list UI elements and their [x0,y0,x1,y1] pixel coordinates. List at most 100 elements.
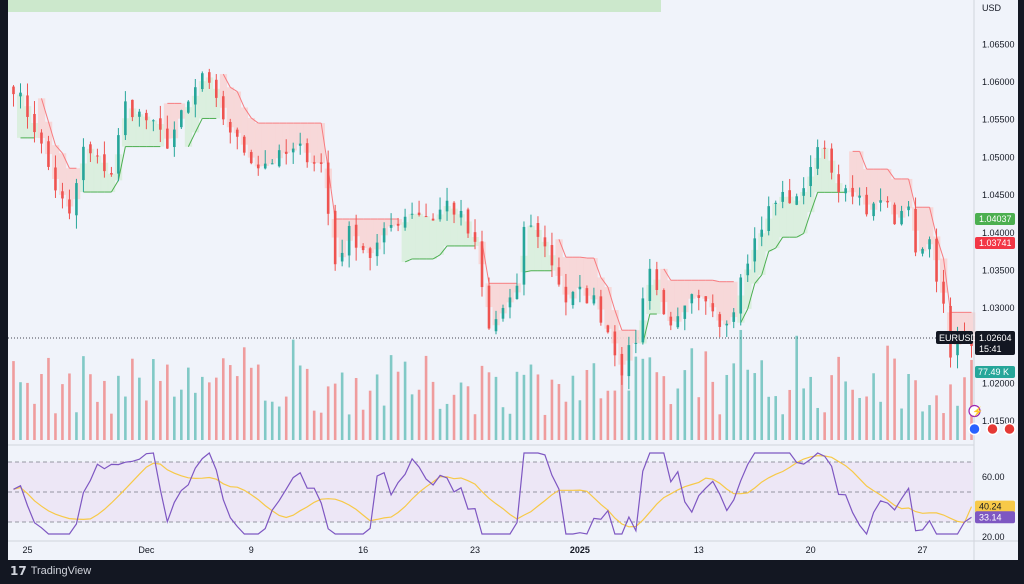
supertrend-fill [275,123,284,159]
economic-event-flag-icon [1003,422,1016,436]
supertrend-fill [877,169,885,202]
supertrend-fill [709,280,717,308]
supertrend-fill [366,218,374,254]
supertrend-line [40,98,49,122]
volume-bar [166,364,169,440]
candle-body [648,268,652,302]
candle-body [592,295,596,304]
chart-pane[interactable]: USD 1.06500 1.06000 1.05500 1.05000 1.04500 1.… [8,0,1018,560]
supertrend-line [439,245,448,256]
supertrend-line [754,274,763,284]
supertrend-fill [233,91,242,134]
supertrend-value-text: 1.04037 [979,214,1012,224]
supertrend-fill [261,123,270,167]
candle-body [697,295,701,298]
volume-bar [746,369,750,440]
supertrend-line [768,247,776,252]
volume-bar [221,358,225,440]
supertrend-fill [422,216,430,259]
volume-bar [242,347,246,440]
candle-body [823,147,826,149]
supertrend-fill [870,169,878,210]
volume-bar [431,381,435,440]
candle-body [68,199,71,214]
supertrend-line [810,192,819,213]
candle-body [851,187,854,197]
candle-body [893,204,896,225]
supertrend-line [740,308,749,323]
candle-body [228,121,232,133]
volume-bar [194,392,197,440]
brand-logo[interactable]: 17 TradingView [10,564,91,578]
candle-body [361,245,365,251]
candle-body [655,269,659,290]
supertrend-fill [289,123,298,151]
volume-bar [683,370,687,440]
candle-body [103,154,106,172]
candle-body [298,143,302,146]
volume-bar [886,345,889,440]
supertrend-value-tag [975,237,1015,249]
volume-bar [655,372,659,440]
supertrend-fill [905,178,913,209]
volume-bar [543,414,547,440]
supertrend-line [775,236,784,249]
supertrend-fill [702,280,710,299]
volume-bar [879,401,882,440]
supertrend-line [47,121,56,146]
volume-bar [662,376,666,440]
candle-body [270,163,274,165]
candle-body [676,316,680,328]
volume-bar [648,357,652,440]
candle-body [417,212,421,215]
supertrend-line [908,178,917,208]
price-chart-svg[interactable]: USD 1.06500 1.06000 1.05500 1.05000 1.04500 1.… [8,0,1018,560]
volume-bar [935,395,938,440]
volume-bar [592,363,596,440]
supertrend-fill [604,287,612,329]
supertrend-fill [660,268,668,303]
candle-body [830,148,833,173]
volume-bar [571,375,575,440]
candle-body [473,232,477,242]
supertrend-fill [37,98,46,139]
last-price-tag [975,330,1015,355]
candle-body [194,87,197,105]
supertrend-line [943,258,952,313]
volume-bar [802,388,805,440]
volume-bar [277,406,281,440]
volume-bar [110,413,113,440]
volume-bar [641,358,645,440]
symbol-label: EURUSD [939,333,978,343]
candle-body [613,331,617,356]
volume-bar [837,356,840,440]
supertrend-line [222,73,231,88]
volume-bar [47,357,50,440]
footer-bar: 17 TradingView [0,560,1024,584]
supertrend-fill [590,258,598,300]
candle-body [117,135,120,174]
brand-name: TradingView [30,565,92,577]
volume-bar [424,355,428,440]
supertrend-fill [583,258,591,296]
supertrend-fill [891,178,899,215]
volume-bar [33,403,36,440]
time-tick-label: 13 [694,545,704,555]
price-tick-label: 1.01500 [982,416,1015,426]
supertrend-fill [93,155,102,193]
candle-body [424,216,428,218]
volume-bar [613,390,617,440]
volume-bar [858,397,861,440]
volume-bar [627,390,631,440]
supertrend-line [859,151,868,170]
volume-bar [508,413,512,440]
supertrend-fill [499,283,507,314]
supertrend-line [110,180,119,193]
supertrend-fill [779,196,787,238]
price-tick-label: 1.06000 [982,77,1015,87]
candle-body [368,248,372,258]
supertrend-line [796,232,804,238]
volume-bar [599,398,603,440]
supertrend-fill [415,213,423,259]
